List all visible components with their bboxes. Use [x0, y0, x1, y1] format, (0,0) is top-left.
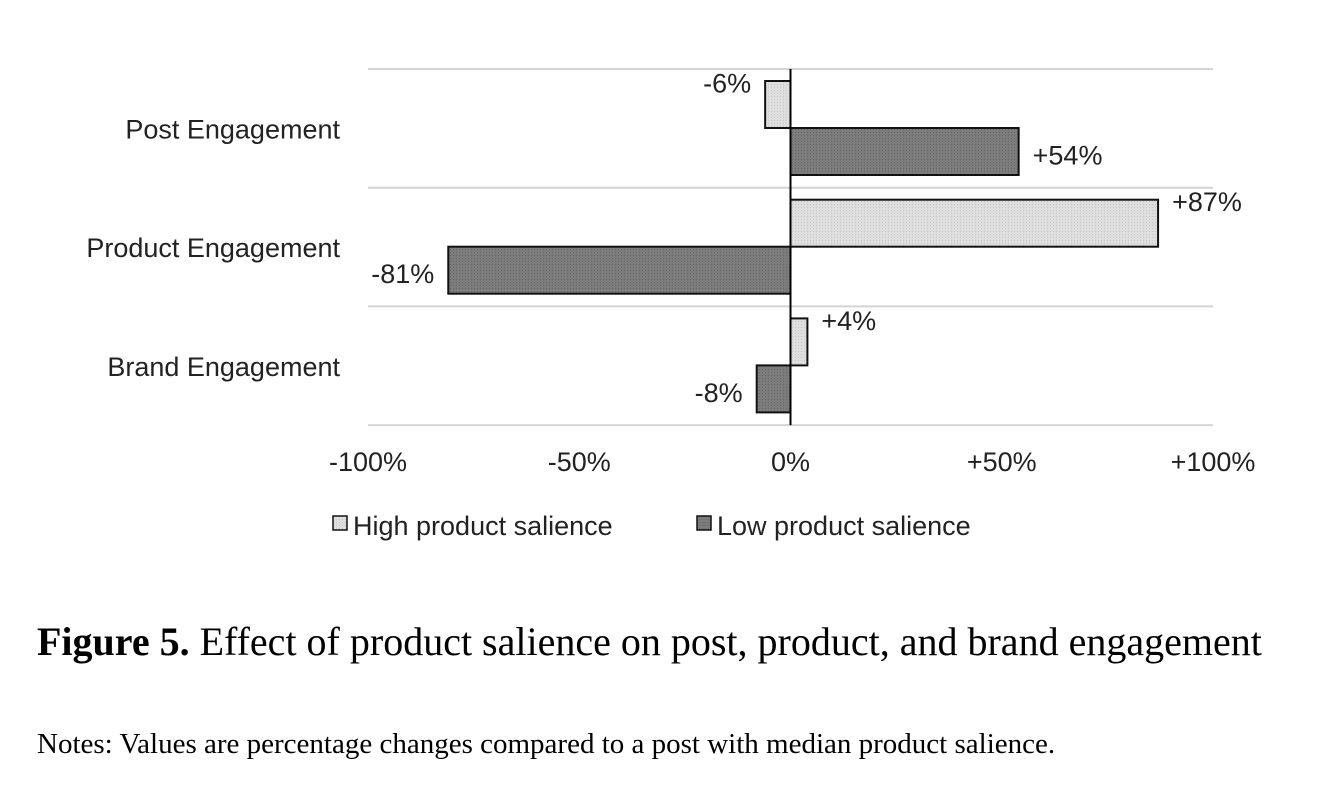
x-tick-label: +100% [1171, 447, 1256, 477]
bar [789, 127, 1020, 176]
data-label: +54% [1033, 141, 1103, 171]
legend-swatch [332, 515, 348, 531]
data-label: +87% [1172, 187, 1242, 217]
bar-chart: -6% +54% +87% -81% +4% -8% Post Engagement Pro… [86, 68, 1255, 541]
data-labels: -6% +54% +87% -81% +4% -8% [371, 69, 1242, 408]
legend: High product salience Low product salienc… [332, 511, 971, 541]
data-label: +4% [821, 306, 876, 336]
bar [764, 80, 792, 129]
legend-label: Low product salience [717, 511, 971, 541]
x-tick-label: 0% [771, 447, 810, 477]
data-label: -8% [695, 378, 743, 408]
data-label: -81% [371, 259, 434, 289]
x-tick-label: -50% [548, 447, 611, 477]
category-label: Post Engagement [125, 114, 340, 144]
category-label: Product Engagement [86, 233, 340, 263]
figure-notes: Notes: Values are percentage changes com… [37, 728, 1056, 760]
figure-label: Figure 5. [37, 619, 190, 664]
data-label: -6% [703, 69, 751, 99]
bar [789, 317, 809, 367]
bar [755, 364, 792, 414]
bar [789, 198, 1160, 248]
legend-swatch [696, 515, 712, 531]
x-tick-label: -100% [329, 447, 407, 477]
category-label: Brand Engagement [107, 352, 340, 382]
x-tick-label: +50% [967, 447, 1037, 477]
figure-caption: Figure 5. Effect of product salience on … [37, 618, 1327, 666]
figure-title: Effect of product salience on post, prod… [199, 619, 1262, 664]
bar [447, 245, 792, 295]
legend-label: High product salience [353, 511, 613, 541]
bars [447, 80, 1160, 414]
axes: Post Engagement Product Engagement Brand E… [86, 69, 1255, 477]
